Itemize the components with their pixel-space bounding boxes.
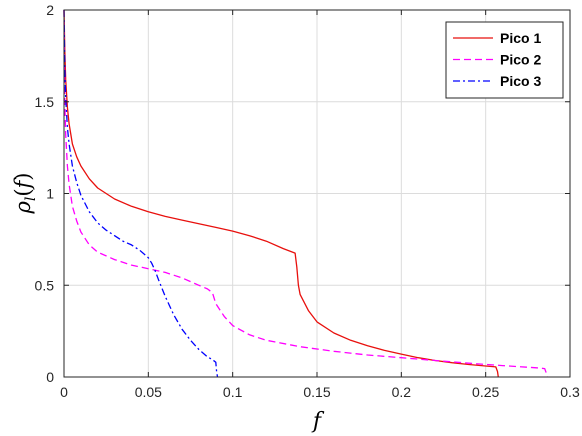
legend-label-pico-1: Pico 1	[500, 30, 541, 46]
legend-label-pico-2: Pico 2	[500, 52, 541, 68]
x-tick-label: 0.05	[135, 384, 162, 400]
x-tick-label: 0	[60, 384, 68, 400]
y-axis-title-f: f	[11, 177, 35, 190]
y-axis-title-subscript: l	[23, 197, 39, 201]
y-tick-label: 0	[46, 369, 54, 385]
series-layer	[63, 9, 548, 378]
x-tick-label: 0.25	[472, 384, 499, 400]
x-tick-label: 0.1	[223, 384, 243, 400]
x-axis-title: f	[311, 409, 325, 434]
y-axis-title: ρl(f)	[11, 172, 39, 214]
y-tick-label: 0.5	[35, 277, 55, 293]
y-axis-title-rho: ρ	[11, 201, 35, 215]
x-tick-label: 0.2	[392, 384, 412, 400]
x-tick-label: 0.15	[303, 384, 330, 400]
tick-layer: 0 0.05 0.1 0.15 0.2 0.25 0.3 0 0.5 1 1.5 2	[35, 2, 580, 400]
series-line-pico-2	[63, 9, 548, 378]
y-axis-title-close: )	[11, 172, 35, 180]
series-line-pico-3	[63, 9, 219, 378]
y-axis-title-arg: (	[11, 188, 35, 196]
legend: Pico 1 Pico 2 Pico 3	[445, 21, 564, 99]
series-line-pico-1	[63, 9, 499, 378]
legend-label-pico-3: Pico 3	[500, 73, 541, 89]
y-tick-label: 2	[46, 2, 54, 18]
y-tick-label: 1	[46, 186, 54, 202]
svg-text:ρl(f): ρl(f)	[11, 172, 39, 214]
y-tick-label: 1.5	[35, 94, 55, 110]
x-tick-label: 0.3	[560, 384, 580, 400]
